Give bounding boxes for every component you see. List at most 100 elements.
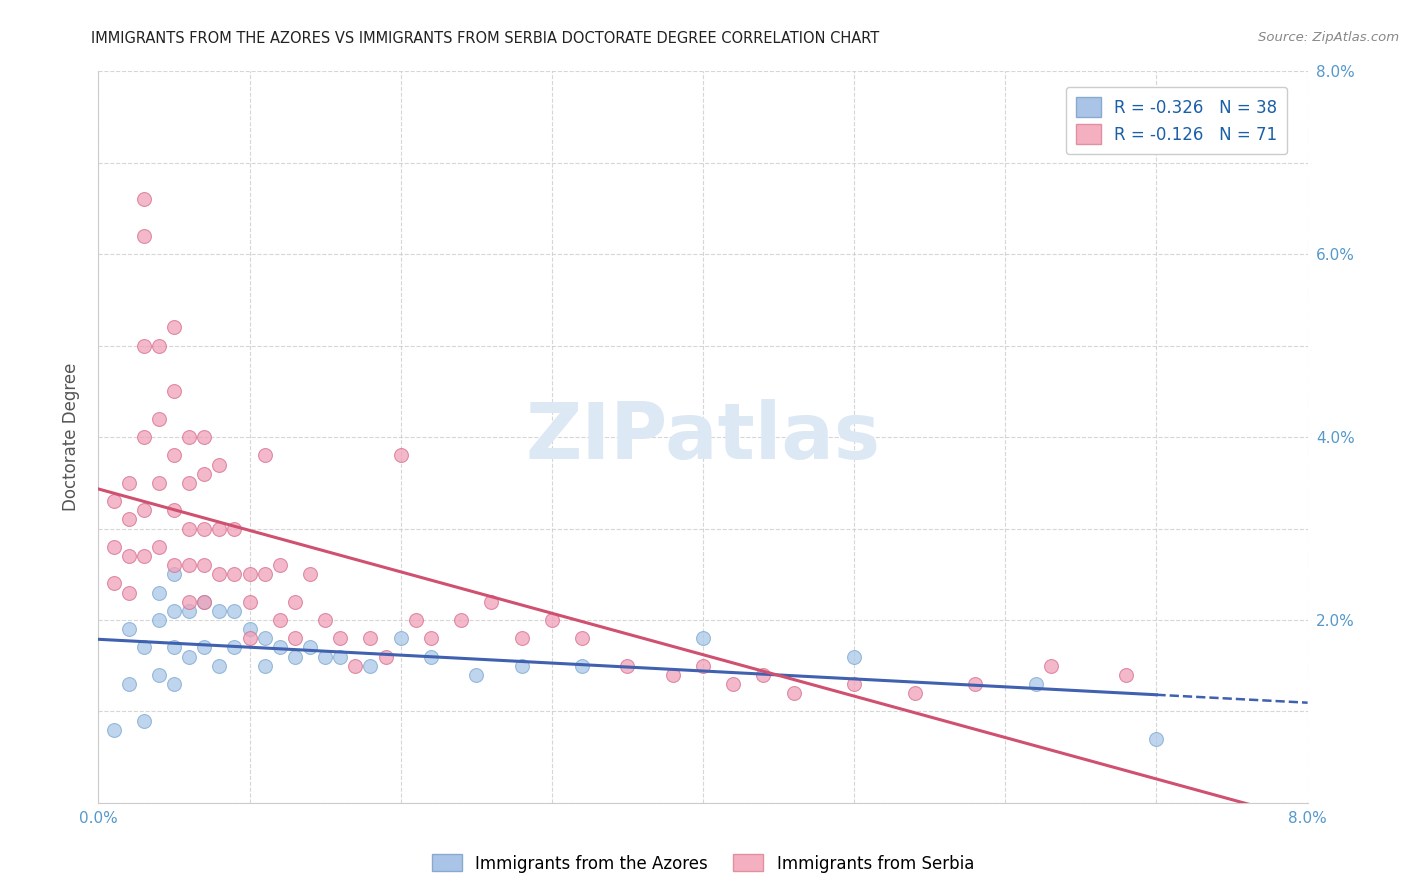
Point — [193, 595, 215, 609]
Point — [239, 567, 262, 582]
Point — [314, 649, 336, 664]
Point — [284, 595, 307, 609]
Point — [299, 640, 322, 655]
Point — [193, 640, 215, 655]
Point — [253, 658, 276, 673]
Text: IMMIGRANTS FROM THE AZORES VS IMMIGRANTS FROM SERBIA DOCTORATE DEGREE CORRELATIO: IMMIGRANTS FROM THE AZORES VS IMMIGRANTS… — [91, 31, 880, 46]
Point — [163, 567, 186, 582]
Point — [148, 338, 170, 352]
Point — [616, 658, 638, 673]
Point — [118, 622, 141, 636]
Point — [208, 604, 231, 618]
Point — [132, 549, 155, 563]
Point — [103, 540, 125, 554]
Point — [179, 604, 201, 618]
Point — [360, 658, 382, 673]
Point — [450, 613, 472, 627]
Point — [1039, 658, 1062, 673]
Point — [1115, 667, 1137, 681]
Point — [692, 632, 714, 646]
Point — [360, 632, 382, 646]
Point — [118, 512, 141, 526]
Point — [965, 677, 987, 691]
Point — [132, 338, 155, 352]
Point — [540, 613, 562, 627]
Point — [179, 558, 201, 573]
Point — [269, 558, 291, 573]
Point — [465, 667, 488, 681]
Point — [103, 494, 125, 508]
Point — [118, 475, 141, 490]
Point — [783, 686, 806, 700]
Point — [723, 677, 745, 691]
Point — [571, 632, 593, 646]
Point — [148, 475, 170, 490]
Point — [193, 521, 215, 535]
Y-axis label: Doctorate Degree: Doctorate Degree — [62, 363, 80, 511]
Point — [661, 667, 683, 681]
Point — [179, 521, 201, 535]
Point — [253, 567, 276, 582]
Point — [132, 229, 155, 244]
Point — [904, 686, 927, 700]
Point — [420, 632, 443, 646]
Point — [193, 558, 215, 573]
Point — [224, 604, 246, 618]
Point — [179, 475, 201, 490]
Point — [132, 430, 155, 444]
Point — [269, 613, 291, 627]
Point — [253, 632, 276, 646]
Point — [193, 467, 215, 481]
Point — [314, 613, 336, 627]
Point — [193, 595, 215, 609]
Point — [374, 649, 396, 664]
Point — [1025, 677, 1047, 691]
Point — [148, 540, 170, 554]
Point — [571, 658, 593, 673]
Point — [132, 714, 155, 728]
Point — [208, 521, 231, 535]
Point — [148, 613, 170, 627]
Point — [132, 640, 155, 655]
Point — [481, 595, 503, 609]
Point — [118, 585, 141, 599]
Point — [239, 622, 262, 636]
Point — [179, 595, 201, 609]
Point — [208, 567, 231, 582]
Point — [148, 412, 170, 426]
Point — [269, 640, 291, 655]
Point — [692, 658, 714, 673]
Legend: Immigrants from the Azores, Immigrants from Serbia: Immigrants from the Azores, Immigrants f… — [426, 847, 980, 880]
Point — [844, 649, 866, 664]
Point — [118, 549, 141, 563]
Point — [193, 430, 215, 444]
Point — [239, 595, 262, 609]
Point — [224, 640, 246, 655]
Point — [179, 649, 201, 664]
Point — [132, 503, 155, 517]
Point — [405, 613, 427, 627]
Point — [510, 632, 533, 646]
Text: ZIPatlas: ZIPatlas — [526, 399, 880, 475]
Point — [284, 649, 307, 664]
Point — [844, 677, 866, 691]
Point — [224, 567, 246, 582]
Point — [389, 449, 412, 463]
Point — [344, 658, 367, 673]
Point — [299, 567, 322, 582]
Point — [284, 632, 307, 646]
Point — [752, 667, 775, 681]
Point — [163, 384, 186, 399]
Point — [389, 632, 412, 646]
Point — [179, 430, 201, 444]
Point — [1146, 731, 1168, 746]
Point — [103, 723, 125, 737]
Text: Source: ZipAtlas.com: Source: ZipAtlas.com — [1258, 31, 1399, 45]
Point — [224, 521, 246, 535]
Point — [148, 667, 170, 681]
Point — [118, 677, 141, 691]
Point — [510, 658, 533, 673]
Point — [163, 677, 186, 691]
Point — [132, 193, 155, 207]
Point — [329, 632, 352, 646]
